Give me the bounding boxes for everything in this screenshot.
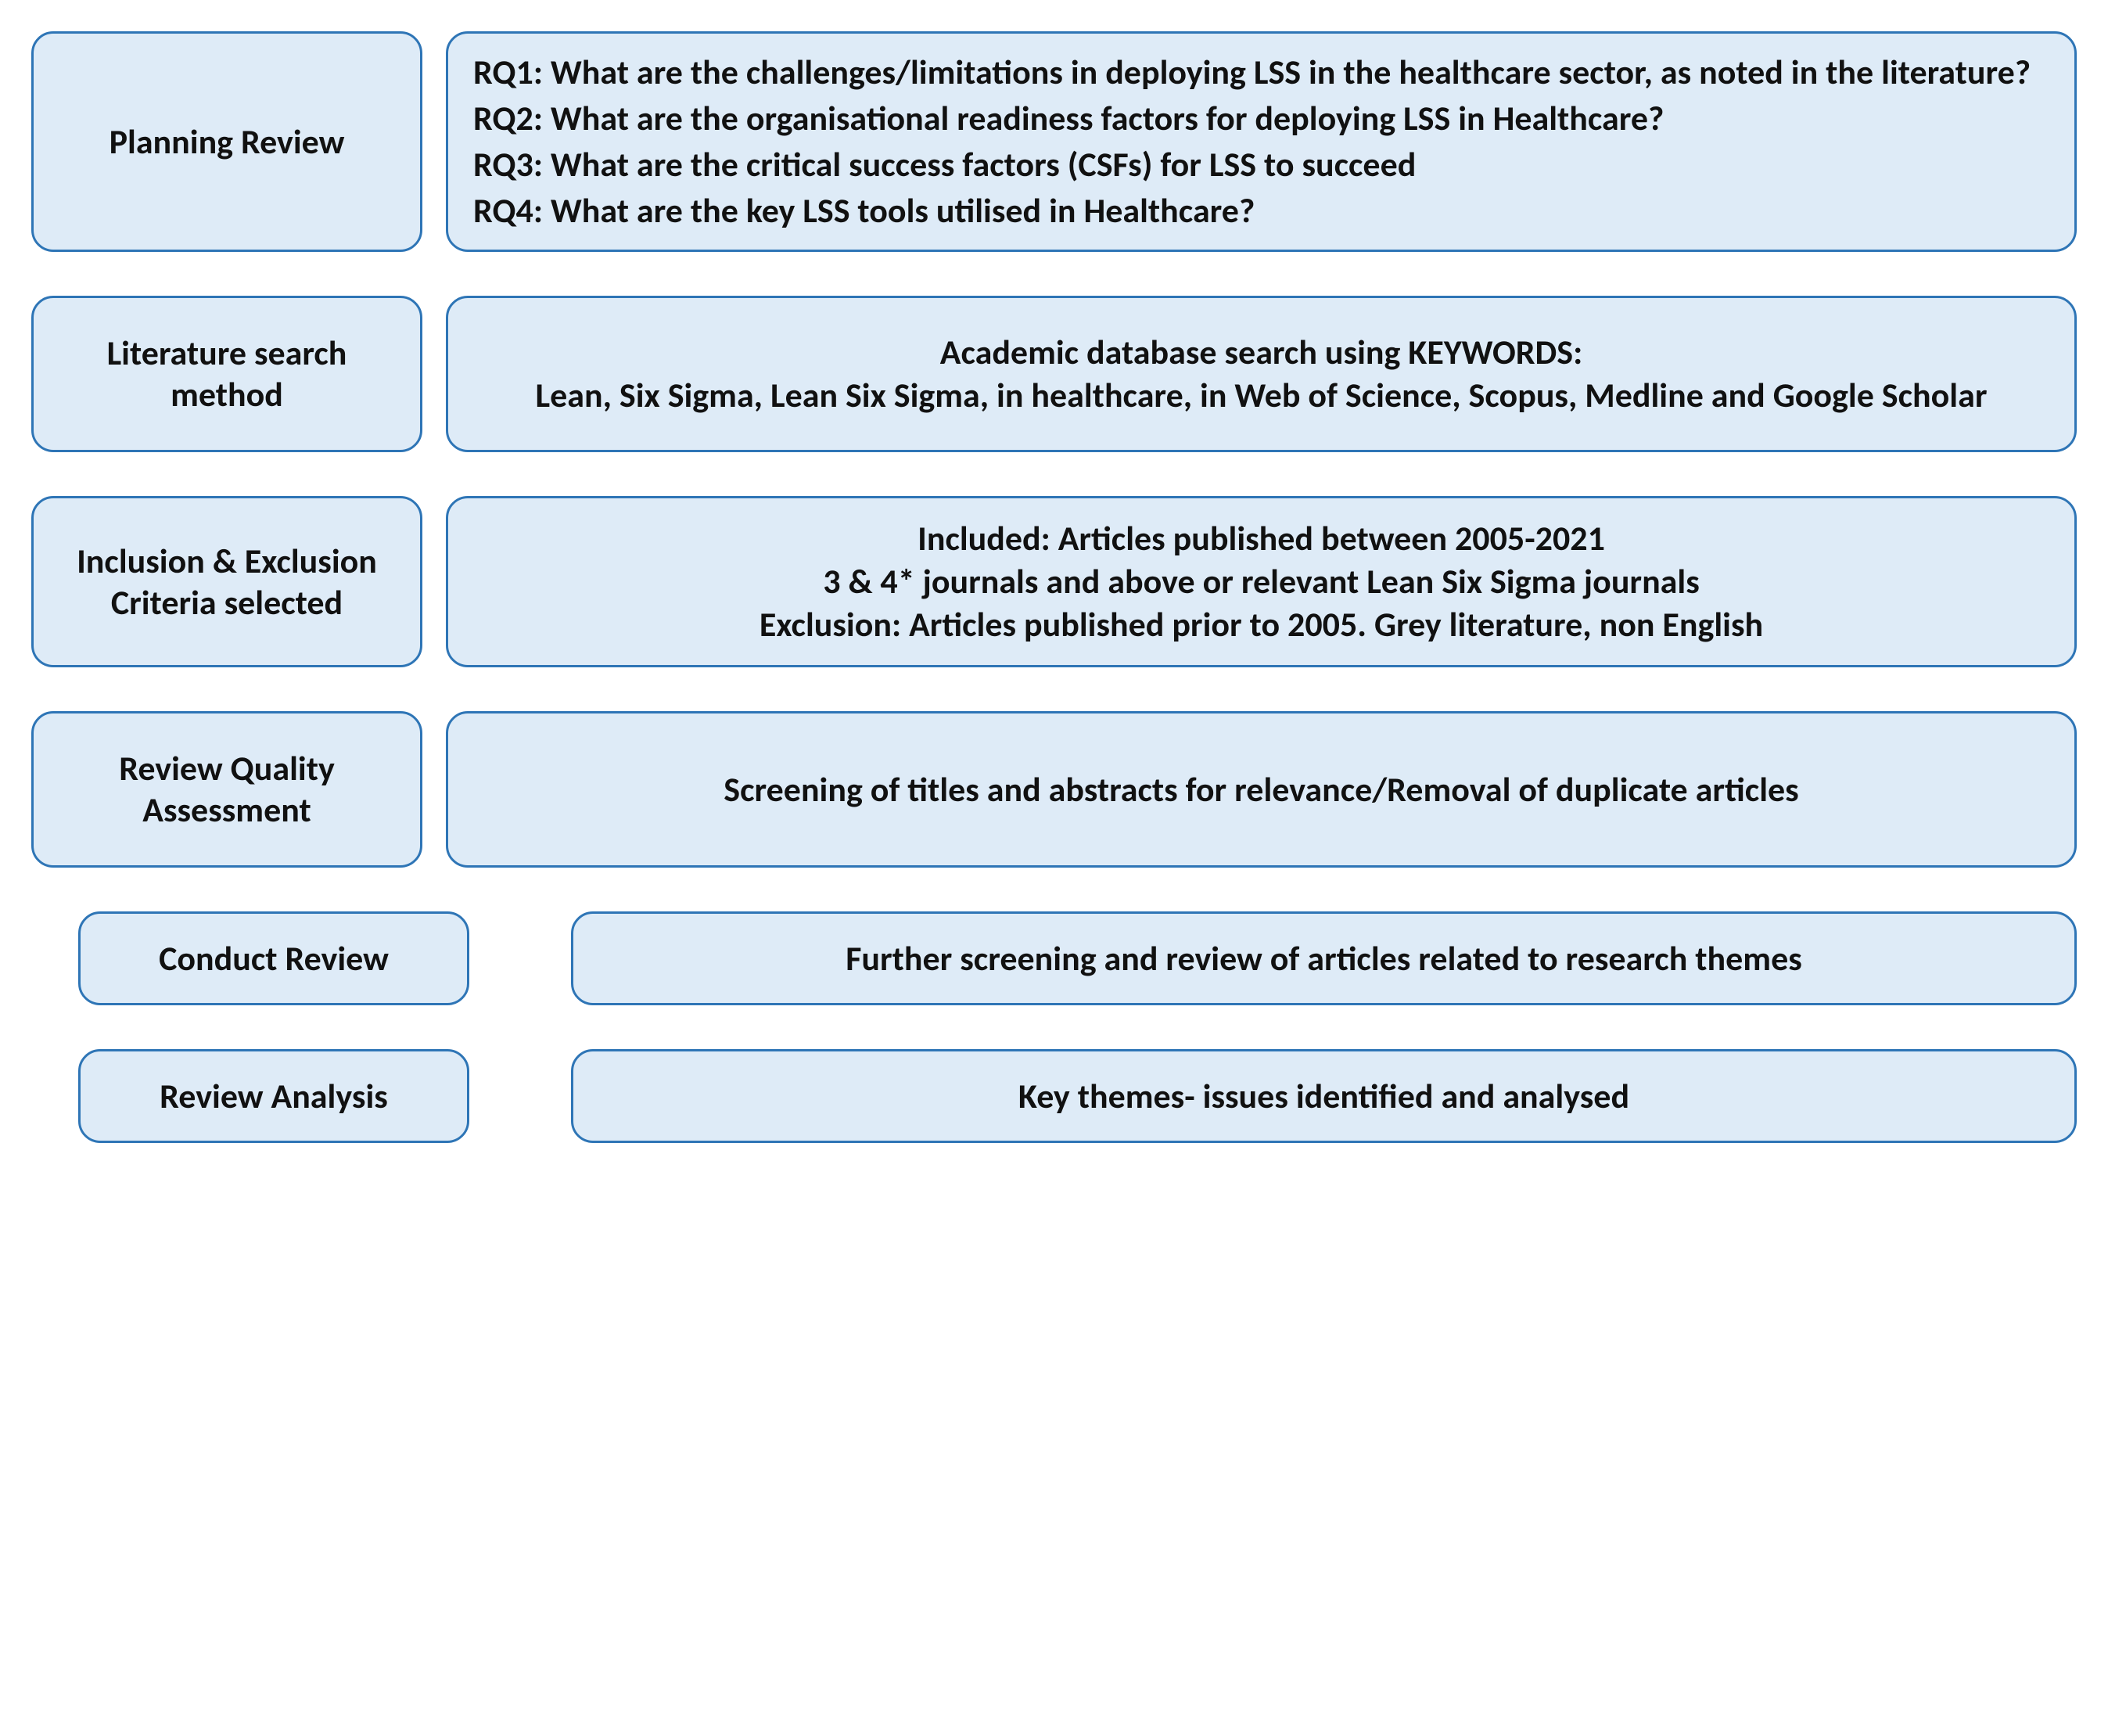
label-review-analysis: Review Analysis xyxy=(78,1049,469,1143)
row-inclusion-exclusion: Inclusion & Exclusion Criteria selected … xyxy=(31,496,2077,667)
label-text: Literature search method xyxy=(56,332,398,415)
label-quality-assessment: Review Quality Assessment xyxy=(31,711,422,868)
content-literature-search: Academic database search using KEYWORDS:… xyxy=(446,296,2077,452)
rq1-text: RQ1: What are the challenges/limitations… xyxy=(473,51,2049,94)
label-text: Planning Review xyxy=(56,121,398,163)
rq2-text: RQ2: What are the organisational readine… xyxy=(473,97,2049,140)
content-inclusion-exclusion: Included: Articles published between 200… xyxy=(446,496,2077,667)
row-conduct-review: Conduct Review Further screening and rev… xyxy=(31,911,2077,1005)
row-planning-review: Planning Review RQ1: What are the challe… xyxy=(31,31,2077,252)
rq4-text: RQ4: What are the key LSS tools utilised… xyxy=(473,189,2049,232)
label-text: Review Quality Assessment xyxy=(56,748,398,831)
included-line: Included: Articles published between 200… xyxy=(476,517,2046,560)
exclusion-line: Exclusion: Articles published prior to 2… xyxy=(476,603,2046,646)
rq3-text: RQ3: What are the critical success facto… xyxy=(473,143,2049,186)
content-quality-assessment: Screening of titles and abstracts for re… xyxy=(446,711,2077,868)
journals-line: 3 & 4* journals and above or relevant Le… xyxy=(476,560,2046,603)
label-text: Review Analysis xyxy=(102,1076,445,1117)
row-literature-search: Literature search method Academic databa… xyxy=(31,296,2077,452)
screening-line: Screening of titles and abstracts for re… xyxy=(476,768,2046,811)
content-planning-review: RQ1: What are the challenges/limitations… xyxy=(446,31,2077,252)
key-themes-line: Key themes- issues identified and analys… xyxy=(602,1075,2046,1118)
keywords-title: Academic database search using KEYWORDS: xyxy=(476,331,2046,374)
label-literature-search: Literature search method xyxy=(31,296,422,452)
content-review-analysis: Key themes- issues identified and analys… xyxy=(571,1049,2077,1143)
row-quality-assessment: Review Quality Assessment Screening of t… xyxy=(31,711,2077,868)
label-text: Inclusion & Exclusion Criteria selected xyxy=(56,541,398,624)
label-inclusion-exclusion: Inclusion & Exclusion Criteria selected xyxy=(31,496,422,667)
label-planning-review: Planning Review xyxy=(31,31,422,252)
row-review-analysis: Review Analysis Key themes- issues ident… xyxy=(31,1049,2077,1143)
label-text: Conduct Review xyxy=(102,938,445,979)
further-screening-line: Further screening and review of articles… xyxy=(602,937,2046,980)
content-conduct-review: Further screening and review of articles… xyxy=(571,911,2077,1005)
keywords-body: Lean, Six Sigma, Lean Six Sigma, in heal… xyxy=(476,374,2046,417)
label-conduct-review: Conduct Review xyxy=(78,911,469,1005)
flow-diagram: Planning Review RQ1: What are the challe… xyxy=(31,31,2077,1143)
